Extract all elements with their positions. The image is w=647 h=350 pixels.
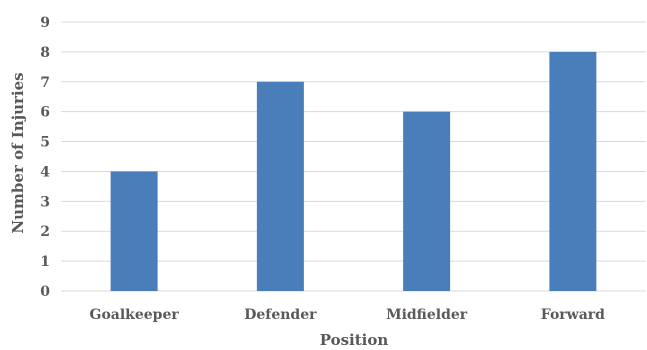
y-tick-label: 5 [40, 135, 50, 151]
bars [110, 51, 597, 292]
x-category-label: Defender [244, 307, 317, 323]
y-axis-title: Number of Injuries [9, 72, 27, 233]
y-tick-label: 9 [40, 15, 50, 31]
bar-forward [549, 51, 597, 292]
y-tick-label: 0 [40, 284, 50, 300]
y-axis-ticks: 0 1 2 3 4 5 6 7 8 9 [40, 15, 50, 300]
x-category-label: Midfielder [386, 307, 468, 323]
y-tick-label: 2 [40, 224, 50, 240]
y-tick-label: 4 [40, 164, 50, 180]
x-axis-categories: Goalkeeper Defender Midfielder Forward [89, 307, 605, 323]
y-tick-label: 1 [40, 254, 50, 270]
bar-goalkeeper [110, 171, 158, 291]
bar-defender [256, 81, 304, 292]
x-axis-title: Position [320, 331, 389, 346]
y-tick-label: 6 [40, 105, 50, 121]
x-category-label: Goalkeeper [89, 307, 179, 323]
y-tick-label: 3 [40, 194, 50, 210]
gridlines [61, 21, 646, 292]
y-tick-label: 8 [40, 45, 50, 61]
bar-midfielder [403, 111, 451, 292]
x-category-label: Forward [541, 307, 605, 323]
y-tick-label: 7 [40, 75, 50, 91]
